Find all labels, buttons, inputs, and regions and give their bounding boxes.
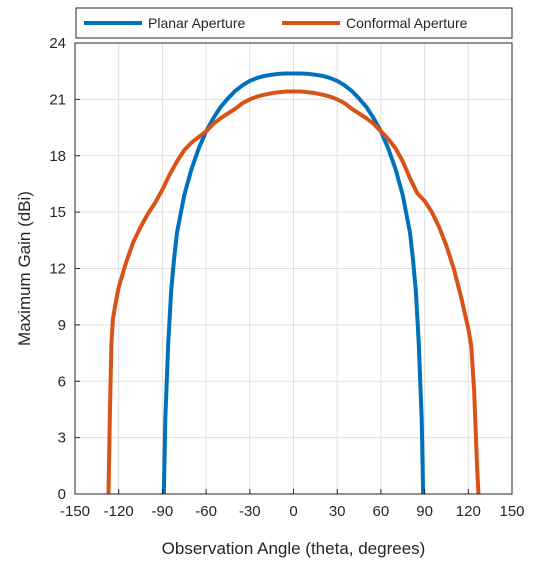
y-tick-label: 0 [58, 486, 66, 503]
y-axis-label: Maximum Gain (dBi) [15, 191, 34, 346]
axis-ticks: -150 -120 -90 -60 -30 0 30 60 90 120 150 0 3 6 9 12 15 18… [49, 35, 524, 520]
y-tick-label: 3 [58, 430, 66, 447]
x-tick-label: -90 [152, 503, 174, 520]
y-tick-label: 24 [49, 35, 66, 52]
x-axis-label: Observation Angle (theta, degrees) [162, 539, 426, 558]
y-tick-label: 21 [49, 91, 66, 108]
y-tick-label: 18 [49, 148, 66, 165]
x-tick-label: -150 [60, 503, 90, 520]
x-tick-label: 30 [329, 503, 346, 520]
x-tick-label: 120 [456, 503, 481, 520]
series-line-conformal-aperture [106, 89, 481, 495]
x-tick-label: -60 [195, 503, 217, 520]
y-tick-label: 6 [58, 373, 66, 390]
x-tick-label: 0 [289, 503, 297, 520]
legend-label-conformal: Conformal Aperture [346, 15, 468, 31]
x-tick-label: -120 [104, 503, 134, 520]
y-tick-label: 12 [49, 261, 66, 278]
legend-label-planar: Planar Aperture [148, 15, 245, 31]
x-tick-label: -30 [239, 503, 261, 520]
y-tick-label: 9 [58, 317, 66, 334]
series-lines [106, 71, 481, 495]
x-tick-label: 90 [416, 503, 433, 520]
y-tick-label: 15 [49, 204, 66, 221]
series-line-planar-aperture [161, 71, 426, 495]
x-tick-label: 150 [499, 503, 524, 520]
legend: Planar Aperture Conformal Aperture [75, 7, 513, 39]
x-tick-label: 60 [373, 503, 390, 520]
